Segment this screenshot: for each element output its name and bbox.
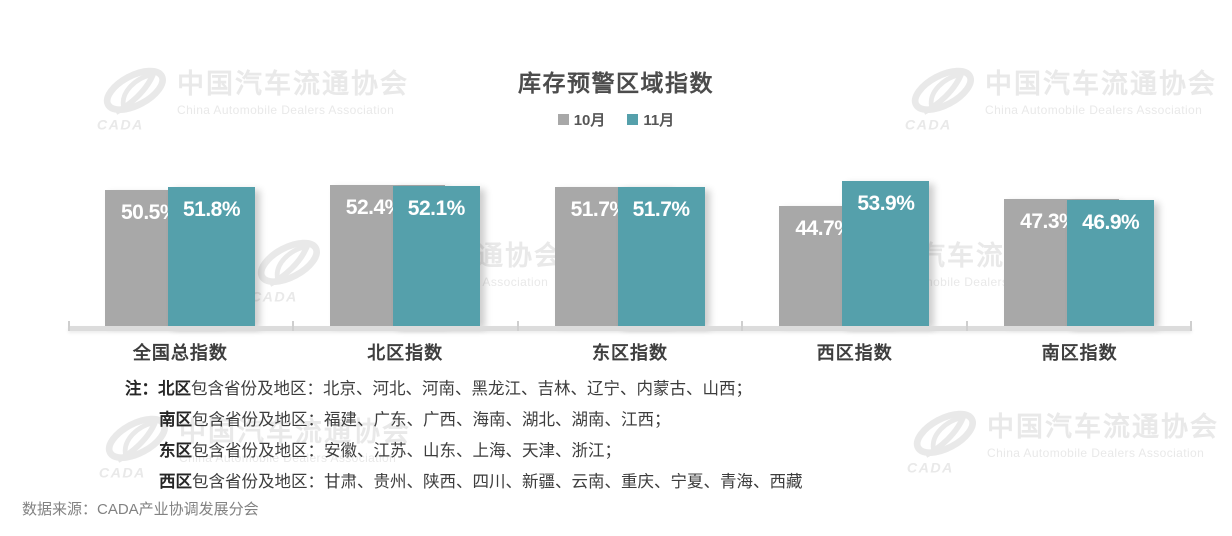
axis-tick <box>291 321 294 331</box>
note-region-name: 北区 <box>158 380 191 398</box>
bar-november: 52.1% <box>392 185 480 326</box>
watermark-chinese-name: 中国汽车流通协会 <box>177 69 409 99</box>
cada-logo-icon: CADA <box>905 67 974 132</box>
watermark-chinese-name: 中国汽车流通协会 <box>985 69 1217 99</box>
bar-october-value-label: 50.5% <box>120 201 179 225</box>
watermark-chinese-name: 中国汽车流通协会 <box>987 412 1219 442</box>
watermark-text: 中国汽车流通协会 China Automobile Dealers Associ… <box>179 417 411 465</box>
watermark-english-name: China Automobile Dealers Association <box>179 450 397 465</box>
cada-logo-text: CADA <box>97 117 144 132</box>
cada-watermark: CADA 中国汽车流通协会 China Automobile Dealers A… <box>97 410 411 480</box>
note-line-west: 西区包含省份及地区：甘肃、贵州、陕西、四川、新疆、云南、重庆、宁夏、青海、西藏 <box>125 467 803 498</box>
bar-november-value-label: 51.8% <box>182 197 241 221</box>
note-region-name: 东区 <box>159 442 192 460</box>
chart-title: 库存预警区域指数 <box>518 70 714 96</box>
category-label: 东区指数 <box>591 343 668 363</box>
note-line-north: 注：北区包含省份及地区：北京、河北、河南、黑龙江、吉林、辽宁、内蒙古、山西； <box>125 374 803 405</box>
bar-november-value-label: 52.1% <box>407 196 466 220</box>
axis-tick <box>966 321 969 331</box>
category-label: 北区指数 <box>367 343 444 363</box>
note-line-south: 南区包含省份及地区：福建、广东、广西、海南、湖北、湖南、江西； <box>125 405 803 436</box>
cada-watermark: CADA 中国汽车流通协会 China Automobile Dealers A… <box>903 62 1217 132</box>
note-region-name: 西区 <box>159 473 192 491</box>
bar-group: 52.4% 52.1% 北区指数 <box>293 176 518 363</box>
bar-october-value-label: 47.3% <box>1020 209 1078 233</box>
note-region-name: 南区 <box>159 411 192 429</box>
legend-label-october: 10月 <box>573 112 606 129</box>
cada-logo-text: CADA <box>905 117 952 132</box>
note-line-east: 东区包含省份及地区：安徽、江苏、山东、上海、天津、浙江； <box>125 436 803 467</box>
chart-legend: 10月 11月 <box>0 109 1232 130</box>
note-region-provinces: 包含省份及地区：安徽、江苏、山东、上海、天津、浙江； <box>192 442 621 460</box>
category-label: 南区指数 <box>1041 343 1118 363</box>
category-label: 全国总指数 <box>132 343 228 363</box>
bar-november: 51.7% <box>617 186 705 326</box>
bar-october-value-label: 44.7% <box>795 216 853 240</box>
data-source: 数据来源：CADA产业协调发展分会 <box>22 501 259 518</box>
bar-november: 51.8% <box>168 186 255 326</box>
cada-logo-icon: CADA <box>99 415 168 480</box>
cada-watermark: CADA 中国汽车流通协会 China Automobile Dealers A… <box>905 405 1219 475</box>
legend-swatch-november-icon <box>627 114 639 125</box>
watermark-english-name: China Automobile Dealers Association <box>985 102 1203 117</box>
x-axis-line <box>68 321 1192 331</box>
bar-november: 46.9% <box>1067 199 1155 326</box>
bar-group: 44.7% 53.9% 西区指数 <box>742 176 967 363</box>
category-label: 西区指数 <box>816 343 893 363</box>
cada-logo-icon: CADA <box>251 239 320 304</box>
axis-tick <box>68 321 70 331</box>
cada-logo-icon: CADA <box>907 410 976 475</box>
legend-item-october: 10月 <box>557 109 606 130</box>
chart-plot-area: 50.5% 51.8% 全国总指数 52.4% 52.1% 北区指数 51.7%… <box>68 176 1192 363</box>
bar-group: 51.7% 51.7% 东区指数 <box>518 176 743 363</box>
watermark-text: 中国汽车流通协会 China Automobile Dealers Associ… <box>987 412 1219 460</box>
region-notes: 注：北区包含省份及地区：北京、河北、河南、黑龙江、吉林、辽宁、内蒙古、山西； 南… <box>125 374 803 498</box>
bar-november-value-label: 46.9% <box>1082 210 1140 234</box>
note-region-provinces: 包含省份及地区：福建、广东、广西、海南、湖北、湖南、江西； <box>192 411 671 429</box>
cada-logo-icon: CADA <box>97 67 166 132</box>
bar-october-value-label: 51.7% <box>570 197 629 221</box>
axis-tick <box>1190 321 1192 331</box>
legend-swatch-october-icon <box>557 114 569 125</box>
cada-logo-text: CADA <box>907 460 954 475</box>
watermark-english-name: China Automobile Dealers Association <box>987 445 1205 460</box>
watermark-english-name: China Automobile Dealers Association <box>177 102 395 117</box>
bar-november-value-label: 51.7% <box>632 197 691 221</box>
watermark-text: 中国汽车流通协会 China Automobile Dealers Associ… <box>985 69 1217 117</box>
axis-tick <box>516 321 519 331</box>
bar-group: 50.5% 51.8% 全国总指数 <box>68 176 293 363</box>
watermark-text: 中国汽车流通协会 China Automobile Dealers Associ… <box>177 69 409 117</box>
cada-watermark: CADA 中国汽车流通协会 China Automobile Dealers A… <box>95 62 409 132</box>
bar-october-value-label: 52.4% <box>345 196 404 219</box>
legend-item-november: 11月 <box>627 109 674 130</box>
legend-label-november: 11月 <box>643 112 675 129</box>
bar-november-value-label: 53.9% <box>857 191 915 215</box>
bar-group: 47.3% 46.9% 南区指数 <box>967 176 1192 363</box>
bar-november: 53.9% <box>842 180 930 326</box>
note-region-provinces: 包含省份及地区：北京、河北、河南、黑龙江、吉林、辽宁、内蒙古、山西； <box>191 380 752 398</box>
cada-logo-text: CADA <box>251 289 298 304</box>
cada-logo-text: CADA <box>99 465 146 480</box>
watermark-chinese-name: 中国汽车流通协会 <box>179 417 411 447</box>
note-prefix: 注： <box>125 380 158 398</box>
note-region-provinces: 包含省份及地区：甘肃、贵州、陕西、四川、新疆、云南、重庆、宁夏、青海、西藏 <box>192 473 803 491</box>
axis-tick <box>741 321 744 331</box>
